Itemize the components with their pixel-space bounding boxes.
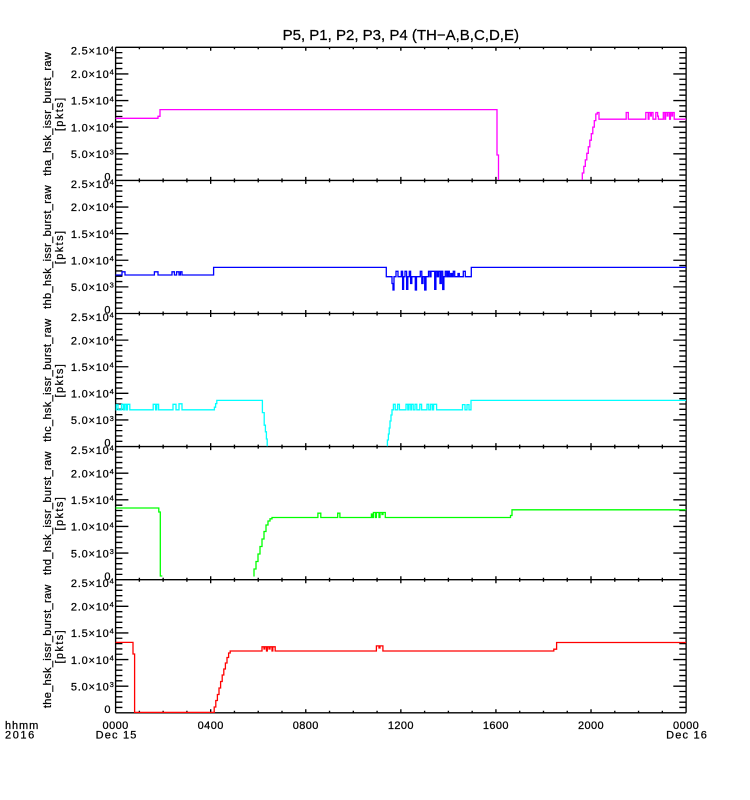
svg-text:2.0×104: 2.0×104 (71, 334, 115, 347)
svg-text:2.5×104: 2.5×104 (71, 177, 115, 190)
svg-text:the_hsk_issr_burst_raw: the_hsk_issr_burst_raw (42, 584, 54, 708)
svg-text:thb_hsk_issr_burst_raw: thb_hsk_issr_burst_raw (42, 185, 54, 309)
svg-text:0400: 0400 (198, 720, 224, 732)
svg-text:2.0×104: 2.0×104 (71, 467, 115, 480)
svg-text:tha_hsk_issr_burst_raw: tha_hsk_issr_burst_raw (42, 52, 54, 176)
svg-text:1.5×104: 1.5×104 (71, 227, 115, 240)
svg-text:1.0×104: 1.0×104 (71, 121, 115, 134)
svg-text:5.0×103: 5.0×103 (71, 414, 115, 427)
svg-text:5.0×103: 5.0×103 (71, 281, 115, 294)
svg-text:2.0×104: 2.0×104 (71, 201, 115, 214)
svg-text:2.0×104: 2.0×104 (71, 600, 115, 613)
svg-text:2.5×104: 2.5×104 (71, 44, 115, 57)
svg-text:[pkts]: [pkts] (54, 629, 66, 664)
svg-text:Dec 16: Dec 16 (666, 730, 708, 742)
svg-text:0000: 0000 (673, 720, 699, 732)
svg-text:0000: 0000 (103, 720, 129, 732)
svg-text:1200: 1200 (388, 720, 414, 732)
svg-text:1.5×104: 1.5×104 (71, 627, 115, 640)
svg-text:[pkts]: [pkts] (54, 363, 66, 398)
svg-text:0800: 0800 (293, 720, 319, 732)
svg-text:1.5×104: 1.5×104 (71, 361, 115, 374)
svg-text:1.5×104: 1.5×104 (71, 494, 115, 507)
svg-text:0: 0 (104, 305, 110, 317)
svg-text:Dec 15: Dec 15 (96, 730, 138, 742)
svg-text:[pkts]: [pkts] (54, 496, 66, 531)
svg-text:thc_hsk_issr_burst_raw: thc_hsk_issr_burst_raw (42, 318, 54, 441)
svg-text:5.0×103: 5.0×103 (71, 547, 115, 560)
svg-text:2.5×104: 2.5×104 (71, 444, 115, 457)
svg-text:0: 0 (104, 704, 110, 716)
svg-text:[pkts]: [pkts] (54, 230, 66, 265)
svg-text:5.0×103: 5.0×103 (71, 148, 115, 161)
svg-text:[pkts]: [pkts] (54, 96, 66, 131)
svg-text:1.0×104: 1.0×104 (71, 653, 115, 666)
svg-text:1.0×104: 1.0×104 (71, 387, 115, 400)
svg-text:1.5×104: 1.5×104 (71, 94, 115, 107)
svg-text:0: 0 (104, 571, 110, 583)
svg-text:2000: 2000 (578, 720, 604, 732)
svg-text:0: 0 (104, 438, 110, 450)
svg-text:2016: 2016 (5, 730, 36, 742)
svg-text:1.0×104: 1.0×104 (71, 254, 115, 267)
svg-text:thd_hsk_issr_burst_raw: thd_hsk_issr_burst_raw (42, 451, 54, 575)
svg-text:P5, P1, P2, P3, P4 (TH−A,B,C,D: P5, P1, P2, P3, P4 (TH−A,B,C,D,E) (283, 27, 519, 44)
svg-text:5.0×103: 5.0×103 (71, 680, 115, 693)
svg-text:2.0×104: 2.0×104 (71, 68, 115, 81)
svg-text:2.5×104: 2.5×104 (71, 311, 115, 324)
svg-text:1600: 1600 (483, 720, 509, 732)
svg-text:2.5×104: 2.5×104 (71, 577, 115, 590)
svg-text:0: 0 (104, 172, 110, 184)
svg-text:1.0×104: 1.0×104 (71, 520, 115, 533)
svg-text:hhmm: hhmm (5, 720, 39, 732)
